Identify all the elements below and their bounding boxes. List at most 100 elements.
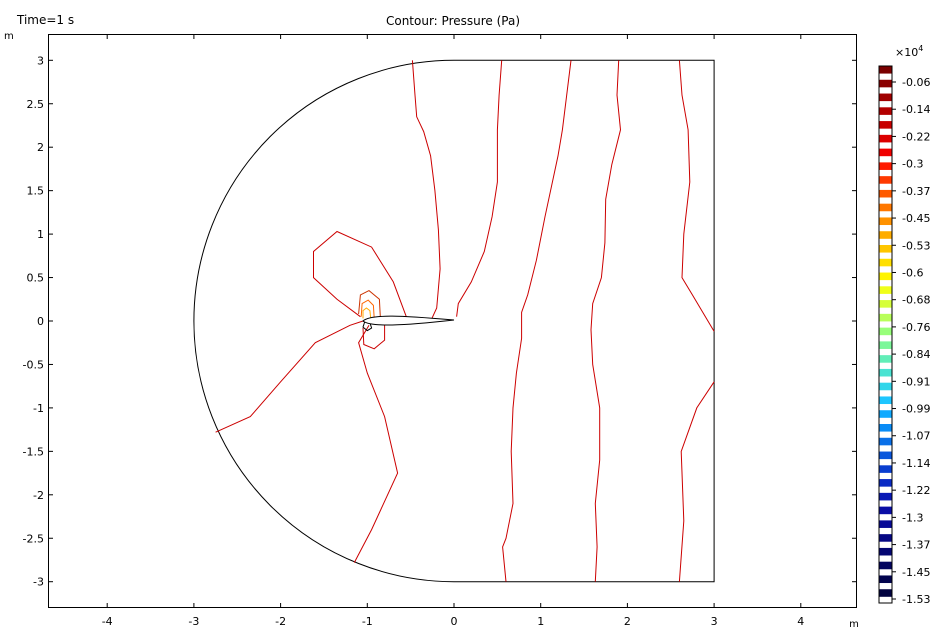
colorbar-swatch	[879, 465, 892, 473]
colorbar-swatch	[879, 245, 892, 253]
colorbar-swatch	[879, 368, 892, 377]
colorbar-tick-label: -0.37	[902, 185, 930, 198]
x-tick-label: -2	[275, 615, 286, 628]
colorbar-tick-label: -0.53	[902, 239, 930, 252]
y-tick-label: 0.5	[27, 272, 45, 285]
colorbar-swatch	[879, 107, 892, 115]
colorbar-tick-label: -0.91	[902, 375, 930, 388]
airfoil-layer	[362, 315, 455, 326]
contour-layer	[215, 60, 715, 582]
x-tick-label: -3	[188, 615, 199, 628]
time-label: Time=1 s	[16, 13, 74, 27]
colorbar-swatch	[879, 327, 892, 336]
colorbar-swatch	[879, 300, 892, 308]
contour-line	[678, 381, 715, 582]
colorbar-swatch	[879, 534, 892, 542]
colorbar-swatch	[879, 410, 892, 418]
plot-title: Contour: Pressure (Pa)	[386, 14, 520, 28]
domain-layer	[193, 59, 715, 583]
colorbar-tick-label: -1.37	[902, 539, 930, 552]
colorbar-swatch	[879, 203, 892, 212]
colorbar-swatch	[879, 520, 892, 528]
colorbar-swatch	[879, 258, 892, 267]
colorbar-tick-label: -1.14	[902, 457, 930, 470]
y-axis-ticks: 3 2.5 2 1.5 1 0.5 0 -0.5 -1 -1.5 -2 -2.5 -3	[23, 54, 857, 589]
contour-line	[362, 322, 386, 350]
colorbar-tick-label: -1.07	[902, 430, 930, 443]
x-tick-label: 3	[711, 615, 718, 628]
y-tick-label: 2	[37, 141, 44, 154]
colorbar-frame	[878, 65, 893, 604]
contour-line	[678, 60, 715, 332]
y-tick-label: 2.5	[27, 98, 45, 111]
colorbar-swatch	[879, 272, 892, 281]
colorbar-tick-label: -0.6	[902, 266, 923, 279]
contour-line	[411, 60, 441, 320]
colorbar-tick-label: -1.3	[902, 511, 923, 524]
colorbar-swatch	[879, 341, 892, 349]
contour-line	[456, 60, 503, 317]
colorbar-tick-label: -0.45	[902, 212, 930, 225]
contour-line	[358, 290, 381, 317]
x-axis-unit: m	[849, 619, 859, 630]
colorbar-tick-label: -0.84	[902, 348, 930, 361]
plot-area-frame	[48, 34, 857, 608]
colorbar-swatch	[879, 589, 892, 597]
colorbar-swatch	[879, 93, 892, 102]
colorbar-swatch	[879, 424, 892, 432]
colorbar-swatch	[879, 148, 892, 157]
y-tick-label: 0	[37, 315, 44, 328]
colorbar-swatch	[879, 451, 892, 460]
contour-line	[502, 60, 572, 582]
y-tick-label: -0.5	[23, 358, 44, 371]
y-axis-unit: m	[4, 31, 14, 42]
contour-line	[215, 320, 364, 433]
contour-line	[360, 299, 375, 319]
y-tick-label: 1.5	[27, 185, 45, 198]
colorbar-exponent-base: ×10	[895, 46, 918, 59]
y-tick-label: -1.5	[23, 445, 44, 458]
colorbar-swatch	[879, 66, 892, 74]
colorbar-swatch	[879, 79, 892, 88]
colorbar-tick-label: -0.06	[902, 76, 930, 89]
colorbar: ×104 -0.06 -0.14 -0.22 -0.3 -0.37 -0.45 -0.53 -…	[878, 44, 930, 606]
contour-line	[353, 325, 399, 563]
y-tick-label: -1	[33, 402, 44, 415]
colorbar-swatch	[879, 355, 892, 363]
colorbar-tick-label: -1.45	[902, 566, 930, 579]
x-tick-label: 1	[537, 615, 544, 628]
contour-line	[590, 60, 622, 582]
colorbar-tick-label: -0.76	[902, 321, 930, 334]
colorbar-tick-label: -1.53	[902, 593, 930, 606]
y-tick-label: 1	[37, 228, 44, 241]
colorbar-swatch	[879, 506, 892, 515]
colorbar-tick-label: -0.14	[902, 103, 930, 116]
y-tick-label: 3	[37, 54, 44, 67]
colorbar-swatch	[879, 162, 892, 170]
colorbar-swatch	[879, 134, 892, 143]
colorbar-swatch	[879, 479, 892, 487]
colorbar-tick-label: -1.22	[902, 484, 930, 497]
colorbar-swatch	[879, 189, 892, 198]
colorbar-swatch	[879, 217, 892, 226]
colorbar-exponent-power: 4	[918, 44, 923, 53]
colorbar-swatch	[879, 286, 892, 294]
colorbar-swatch	[879, 176, 892, 184]
colorbar-swatch	[879, 547, 892, 556]
x-tick-label: 4	[797, 615, 804, 628]
domain-boundary	[193, 59, 715, 583]
colorbar-swatch	[879, 437, 892, 446]
colorbar-tick-label: -0.22	[902, 130, 930, 143]
x-axis-ticks: -4 -3 -2 -1 0 1 2 3 4	[102, 34, 804, 628]
colorbar-swatch	[879, 575, 892, 584]
colorbar-exponent-label: ×104	[895, 44, 923, 59]
colorbar-tick-label: -0.68	[902, 294, 930, 307]
y-tick-label: -2.5	[23, 532, 44, 545]
y-tick-label: -3	[33, 576, 44, 589]
x-tick-label: -1	[362, 615, 373, 628]
colorbar-swatch	[879, 396, 892, 405]
colorbar-swatch	[879, 231, 892, 239]
colorbar-swatch	[879, 382, 892, 391]
contour-line	[362, 307, 372, 320]
